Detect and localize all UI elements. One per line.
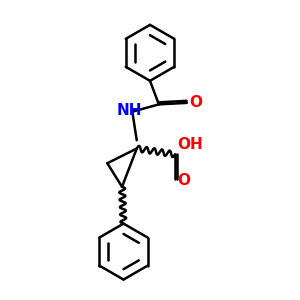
Text: O: O xyxy=(177,173,190,188)
Text: NH: NH xyxy=(117,103,142,118)
Text: OH: OH xyxy=(177,136,203,152)
Text: O: O xyxy=(189,95,202,110)
